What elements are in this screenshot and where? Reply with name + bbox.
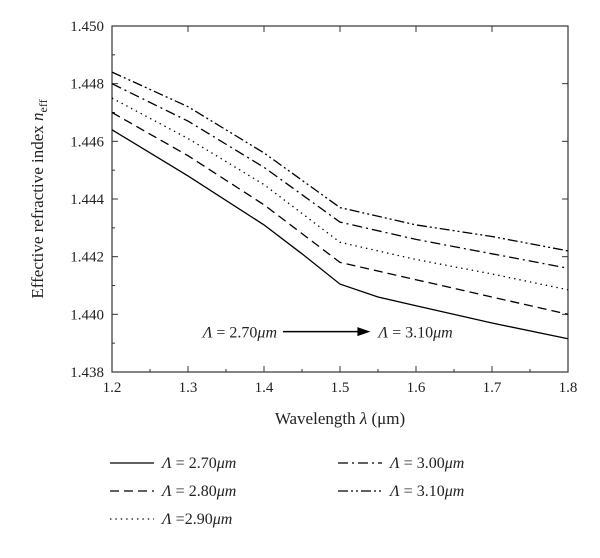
y-tick-label: 1.438 — [70, 365, 104, 381]
x-axis-label: Wavelength λ (μm) — [275, 409, 405, 428]
annotation-from-symbol: Λ — [201, 325, 213, 342]
x-axis-label-unit: (μm) — [367, 409, 405, 428]
x-tick-label: 1.6 — [407, 380, 426, 396]
legend-entry-2: Λ = 2.80μm — [110, 483, 236, 500]
x-axis-label-symbol: λ — [359, 409, 367, 428]
legend-value: =2.90 — [172, 511, 213, 528]
series-lines — [111, 71, 569, 340]
y-axis-label-symbol: n — [28, 112, 47, 121]
annotation-from-value: = 2.70 — [212, 325, 257, 342]
annotation-to-symbol: Λ — [376, 325, 388, 342]
legend-label: Λ = 2.70μm — [160, 455, 236, 472]
y-axis-label: Effective refractive index neff — [28, 99, 50, 298]
y-tick-label: 1.446 — [70, 134, 104, 150]
plot-frame — [111, 25, 569, 373]
x-tick-label: 1.2 — [103, 380, 122, 396]
legend-symbol: Λ — [160, 483, 172, 500]
legend-symbol: Λ — [160, 455, 172, 472]
legend-symbol: Λ — [388, 455, 400, 472]
annotation-from-label: Λ = 2.70μm — [201, 325, 277, 342]
x-tick-label: 1.5 — [331, 380, 350, 396]
axes: 1.2 1.3 1.4 1.5 1.6 1.7 1.8 1.438 1.440 1.442 1.44… — [28, 19, 577, 428]
annotation-from-unit: μm — [256, 325, 277, 342]
legend-unit: μm — [216, 483, 237, 500]
annotation: Λ = 2.70μm Λ = 3.10μm — [201, 325, 453, 342]
legend-value: = 3.00 — [400, 455, 445, 472]
y-tick-label: 1.444 — [70, 192, 104, 208]
series-line-3 — [111, 97, 569, 291]
x-tick-label: 1.7 — [483, 380, 502, 396]
x-tick-label: 1.8 — [559, 380, 578, 396]
series-line-2 — [111, 111, 569, 315]
annotation-to-unit: μm — [432, 325, 453, 342]
legend-symbol: Λ — [160, 511, 172, 528]
legend-label: Λ =2.90μm — [160, 511, 232, 528]
legend-entry-5: Λ = 3.10μm — [338, 483, 464, 500]
legend-value: = 2.80 — [172, 483, 217, 500]
series-line-1 — [111, 129, 569, 340]
series-line-5 — [111, 71, 569, 252]
x-tick-label: 1.3 — [179, 380, 198, 396]
x-axis-label-text: Wavelength — [275, 409, 360, 428]
legend-entry-4: Λ = 3.00μm — [338, 455, 464, 472]
y-tick-label: 1.450 — [70, 19, 104, 35]
legend-label: Λ = 3.10μm — [388, 483, 464, 500]
legend-unit: μm — [444, 455, 465, 472]
annotation-to-value: = 3.10 — [388, 325, 433, 342]
legend-unit: μm — [212, 511, 233, 528]
legend-entry-3: Λ =2.90μm — [110, 511, 232, 528]
y-tick-label: 1.448 — [70, 77, 104, 93]
y-tick-label: 1.442 — [70, 250, 104, 266]
legend-entry-1: Λ = 2.70μm — [110, 455, 236, 472]
legend-value: = 2.70 — [172, 455, 217, 472]
legend-value: = 3.10 — [400, 483, 445, 500]
y-axis-label-text: Effective refractive index — [28, 121, 47, 299]
y-axis-label-subscript: eff — [36, 99, 50, 112]
legend-symbol: Λ — [388, 483, 400, 500]
x-tick-label: 1.4 — [255, 380, 274, 396]
legend-label: Λ = 2.80μm — [160, 483, 236, 500]
series-line-4 — [111, 83, 569, 269]
legend-unit: μm — [216, 455, 237, 472]
legend-unit: μm — [444, 483, 465, 500]
y-tick-label: 1.440 — [70, 307, 104, 323]
annotation-to-label: Λ = 3.10μm — [376, 325, 452, 342]
legend-label: Λ = 3.00μm — [388, 455, 464, 472]
annotation-arrow-head — [357, 327, 371, 337]
